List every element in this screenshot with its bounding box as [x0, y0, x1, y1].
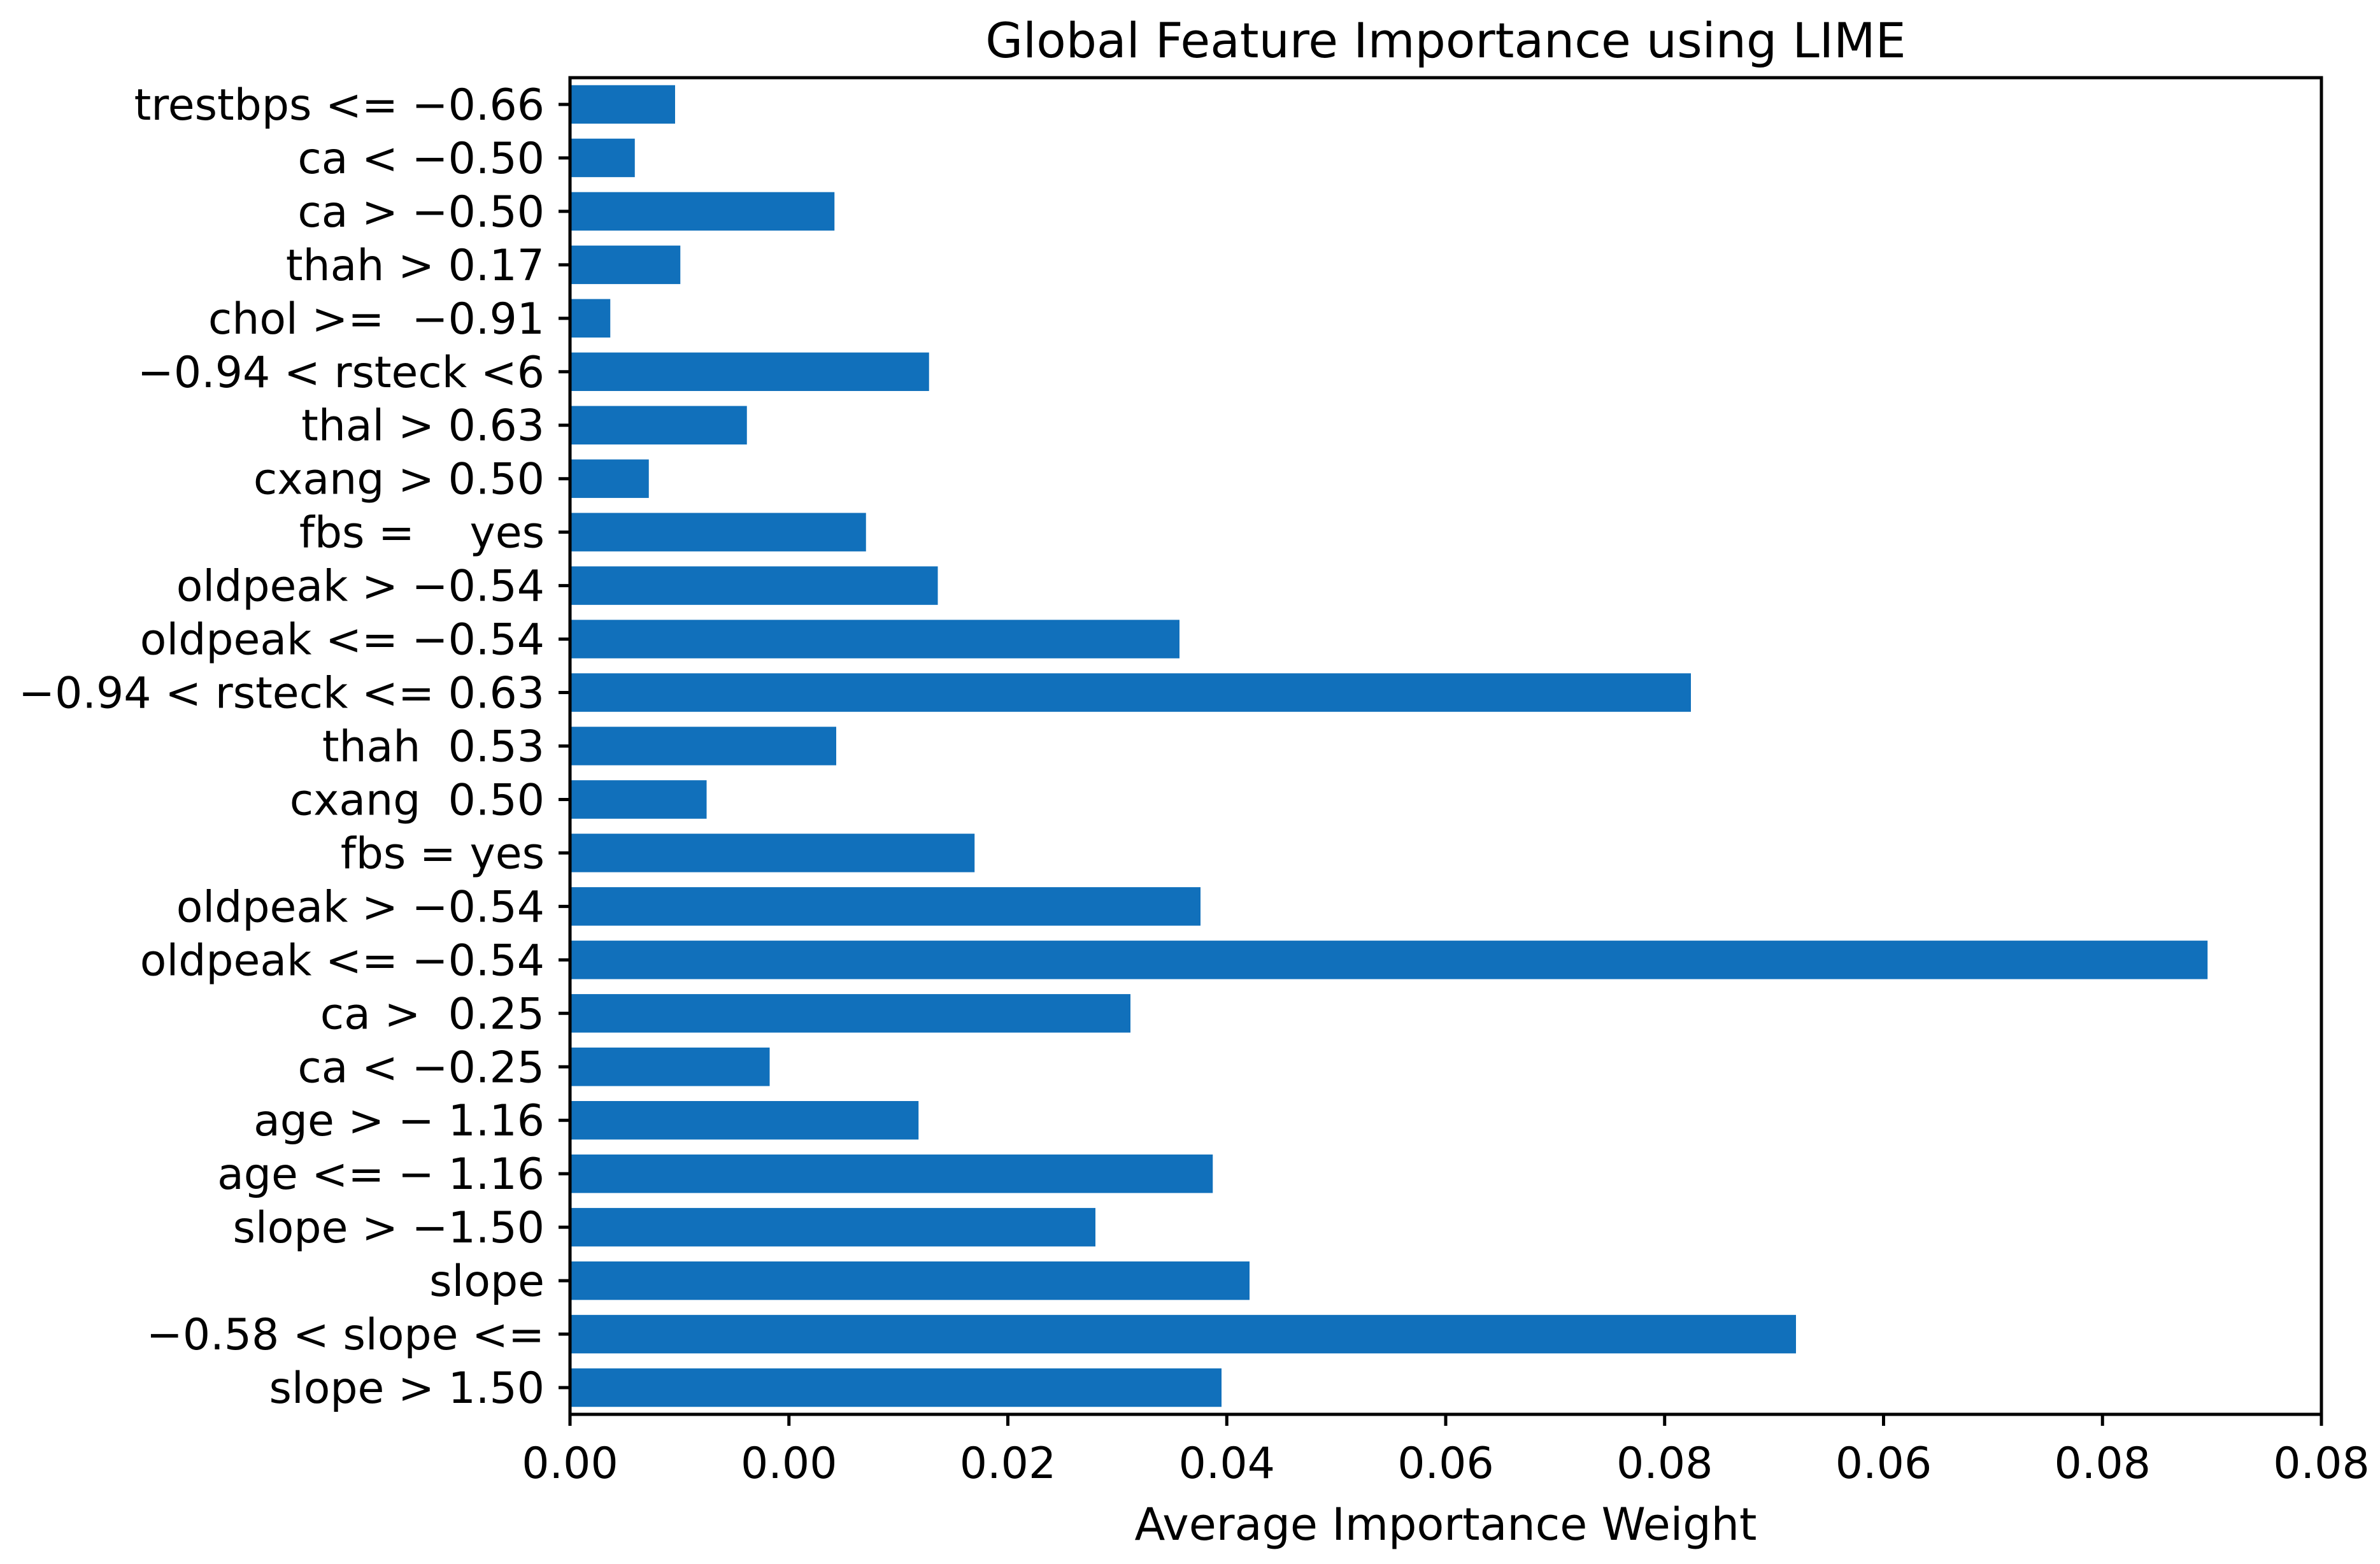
bar: [570, 834, 975, 872]
y-tick-label: slope > −1.50: [232, 1203, 545, 1253]
bar: [570, 941, 2208, 979]
bar: [570, 192, 835, 231]
y-tick-label: chol >= −0.91: [208, 294, 545, 345]
x-tick-label: 0.00: [522, 1439, 618, 1489]
x-tick-label: 0.02: [960, 1439, 1056, 1489]
y-tick-label: thah 0.53: [322, 722, 545, 772]
bar: [570, 673, 1691, 712]
bar: [570, 513, 866, 551]
bar: [570, 352, 929, 392]
bar: [570, 887, 1201, 926]
y-tick-label: −0.94 < rsteck <6: [138, 348, 545, 398]
y-tick-label: oldpeak > −0.54: [176, 562, 545, 612]
bar: [570, 780, 707, 819]
bars-group: [570, 85, 2208, 1407]
bar: [570, 1154, 1213, 1193]
bar: [570, 459, 649, 498]
bar: [570, 566, 938, 605]
x-tick-label: 0.06: [1835, 1439, 1932, 1489]
bar: [570, 1207, 1095, 1247]
y-tick-label: age <= − 1.16: [217, 1149, 545, 1200]
bar: [570, 727, 836, 765]
y-tick-label: −0.94 < rsteck <= 0.63: [18, 669, 545, 719]
y-tick-label: fbs = yes: [299, 508, 545, 558]
bar: [570, 1100, 919, 1140]
x-tick-label: 0.08: [2055, 1439, 2151, 1489]
y-tick-label: thah > 0.17: [286, 241, 545, 291]
y-tick-label: slope > 1.50: [269, 1363, 545, 1414]
bar: [570, 85, 675, 124]
x-axis-ticks: 0.00 0.00 0.02 0.04 0.06 0.08 0.06 0.08 0.08: [522, 1414, 2370, 1489]
bar: [570, 994, 1130, 1033]
y-tick-label: oldpeak > −0.54: [176, 882, 545, 932]
bar: [570, 1368, 1222, 1407]
bar: [570, 1314, 1796, 1354]
y-tick-label: ca < −0.50: [297, 134, 545, 184]
bar: [570, 245, 681, 285]
bar: [570, 138, 635, 178]
bar: [570, 1048, 770, 1086]
x-tick-label: 0.08: [1616, 1439, 1713, 1489]
y-tick-label: ca < −0.25: [297, 1042, 545, 1093]
bar: [570, 406, 747, 444]
bar: [570, 299, 611, 338]
bar: [570, 1261, 1250, 1300]
x-tick-label: 0.04: [1179, 1439, 1275, 1489]
y-tick-label: cxang > 0.50: [253, 455, 545, 505]
y-tick-label: ca > 0.25: [320, 989, 545, 1039]
plot-frame: [568, 76, 2323, 1416]
y-tick-label: trestbps <= −0.66: [134, 80, 545, 131]
y-tick-label: thal > 0.63: [301, 401, 545, 451]
y-tick-label: slope: [429, 1256, 545, 1307]
x-tick-label: 0.06: [1397, 1439, 1493, 1489]
x-tick-label: 0.08: [2273, 1439, 2369, 1489]
y-tick-label: cxang 0.50: [290, 775, 545, 825]
y-tick-label: fbs = yes: [341, 828, 545, 879]
y-tick-label: −0.58 < slope <=: [146, 1310, 545, 1360]
y-tick-label: age > − 1.16: [253, 1096, 545, 1146]
y-tick-label: ca > −0.50: [297, 187, 545, 238]
bar: [570, 620, 1179, 658]
x-axis-label: Average Importance Weight: [1135, 1498, 1757, 1551]
chart-title: Global Feature Importance using LIME: [985, 12, 1906, 69]
y-tick-label: oldpeak <= −0.54: [140, 935, 545, 986]
y-tick-label: oldpeak <= −0.54: [140, 615, 545, 665]
x-tick-label: 0.00: [741, 1439, 837, 1489]
